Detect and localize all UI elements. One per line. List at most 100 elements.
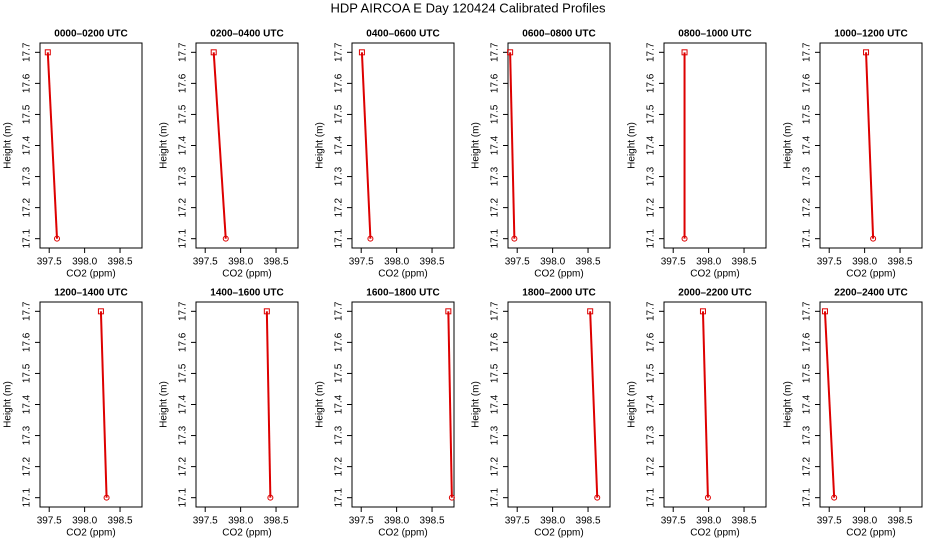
y-tick-label: 17.1	[22, 488, 33, 508]
y-tick-label: 17.6	[802, 73, 813, 93]
marker	[681, 49, 688, 56]
marker	[358, 49, 365, 56]
y-tick-label: 17.2	[334, 456, 345, 476]
x-tick-label: 398.0	[696, 516, 721, 527]
profile-line	[447, 311, 453, 498]
panel-title: 0200–0400 UTC	[210, 29, 283, 40]
y-tick-label: 17.2	[802, 197, 813, 217]
y-tick-label: 17.4	[334, 135, 345, 155]
profile-line	[360, 52, 372, 239]
marker	[831, 494, 838, 501]
y-tick-label: 17.3	[334, 166, 345, 186]
y-tick-label: 17.6	[646, 73, 657, 93]
x-tick-label: 398.5	[264, 257, 289, 268]
y-tick-label: 17.6	[178, 73, 189, 93]
x-tick-label: 398.5	[108, 257, 133, 268]
x-axis-label: CO2 (ppm)	[222, 269, 271, 280]
x-axis-label: CO2 (ppm)	[66, 528, 115, 539]
marker	[507, 49, 514, 56]
x-axis-label: CO2 (ppm)	[222, 528, 271, 539]
x-tick-label: 398.5	[576, 516, 601, 527]
x-axis-label: CO2 (ppm)	[378, 269, 427, 280]
marker	[511, 235, 518, 242]
y-tick-label: 17.6	[646, 332, 657, 352]
y-tick-label: 17.3	[646, 166, 657, 186]
x-axis-label: CO2 (ppm)	[66, 269, 115, 280]
x-tick-label: 397.5	[349, 257, 374, 268]
y-tick-label: 17.3	[178, 166, 189, 186]
x-tick-label: 398.0	[852, 516, 877, 527]
y-tick-label: 17.6	[178, 332, 189, 352]
x-tick-label: 398.0	[72, 516, 97, 527]
marker	[821, 308, 828, 315]
y-tick-label: 17.4	[334, 394, 345, 414]
y-tick-label: 17.4	[178, 135, 189, 155]
y-tick-label: 17.2	[802, 456, 813, 476]
y-tick-label: 17.2	[22, 197, 33, 217]
profile-line	[701, 311, 709, 498]
profile-line	[212, 52, 227, 239]
x-tick-label: 398.5	[888, 516, 913, 527]
y-axis-label: Height (m)	[315, 381, 326, 428]
y-tick-label: 17.3	[802, 166, 813, 186]
panel-title: 1000–1200 UTC	[834, 29, 907, 40]
marker	[367, 235, 374, 242]
x-tick-label: 398.0	[384, 516, 409, 527]
plot-frame	[351, 301, 455, 508]
y-tick-label: 17.7	[334, 301, 345, 321]
profile-line	[509, 52, 516, 239]
plot-frame	[39, 301, 143, 508]
x-tick-label: 398.0	[384, 257, 409, 268]
profile-line	[99, 311, 108, 498]
y-axis-label: Height (m)	[3, 381, 14, 428]
y-axis-label: Height (m)	[159, 122, 170, 169]
y-tick-label: 17.6	[334, 73, 345, 93]
y-tick-label: 17.7	[178, 42, 189, 62]
y-tick-label: 17.1	[646, 229, 657, 249]
y-tick-label: 17.4	[802, 135, 813, 155]
x-tick-label: 397.5	[193, 257, 218, 268]
x-tick-label: 397.5	[37, 257, 62, 268]
y-tick-label: 17.4	[22, 394, 33, 414]
y-tick-label: 17.3	[646, 425, 657, 445]
y-tick-label: 17.3	[22, 425, 33, 445]
y-tick-label: 17.7	[490, 301, 501, 321]
y-tick-label: 17.4	[22, 135, 33, 155]
panel-title: 1600–1800 UTC	[366, 288, 439, 299]
y-axis-label: Height (m)	[627, 122, 638, 169]
plot-frame	[663, 42, 767, 249]
y-tick-label: 17.4	[178, 394, 189, 414]
y-tick-label: 17.3	[22, 166, 33, 186]
x-tick-label: 397.5	[661, 257, 686, 268]
panel-title: 0400–0600 UTC	[366, 29, 439, 40]
x-tick-label: 398.5	[732, 516, 757, 527]
y-tick-label: 17.5	[178, 363, 189, 383]
y-tick-label: 17.7	[490, 42, 501, 62]
x-tick-label: 398.0	[228, 516, 253, 527]
y-tick-label: 17.7	[802, 301, 813, 321]
x-tick-label: 397.5	[817, 516, 842, 527]
y-tick-label: 17.2	[22, 456, 33, 476]
y-tick-label: 17.5	[490, 104, 501, 124]
plot-frame	[819, 42, 923, 249]
x-axis-label: CO2 (ppm)	[846, 528, 895, 539]
y-axis-label: Height (m)	[3, 122, 14, 169]
profile-line	[823, 311, 836, 498]
y-tick-label: 17.6	[802, 332, 813, 352]
x-axis-label: CO2 (ppm)	[378, 528, 427, 539]
y-tick-label: 17.4	[490, 394, 501, 414]
y-axis-label: Height (m)	[159, 381, 170, 428]
marker	[97, 308, 104, 315]
y-axis-label: Height (m)	[783, 122, 794, 169]
y-tick-label: 17.7	[334, 42, 345, 62]
panel-title: 1400–1600 UTC	[210, 288, 283, 299]
panel-title: 0800–1000 UTC	[678, 29, 751, 40]
plot-frame	[195, 301, 299, 508]
y-tick-label: 17.2	[646, 197, 657, 217]
x-tick-label: 397.5	[349, 516, 374, 527]
y-tick-label: 17.7	[22, 301, 33, 321]
y-tick-label: 17.1	[178, 488, 189, 508]
y-tick-label: 17.4	[490, 135, 501, 155]
x-axis-label: CO2 (ppm)	[534, 528, 583, 539]
